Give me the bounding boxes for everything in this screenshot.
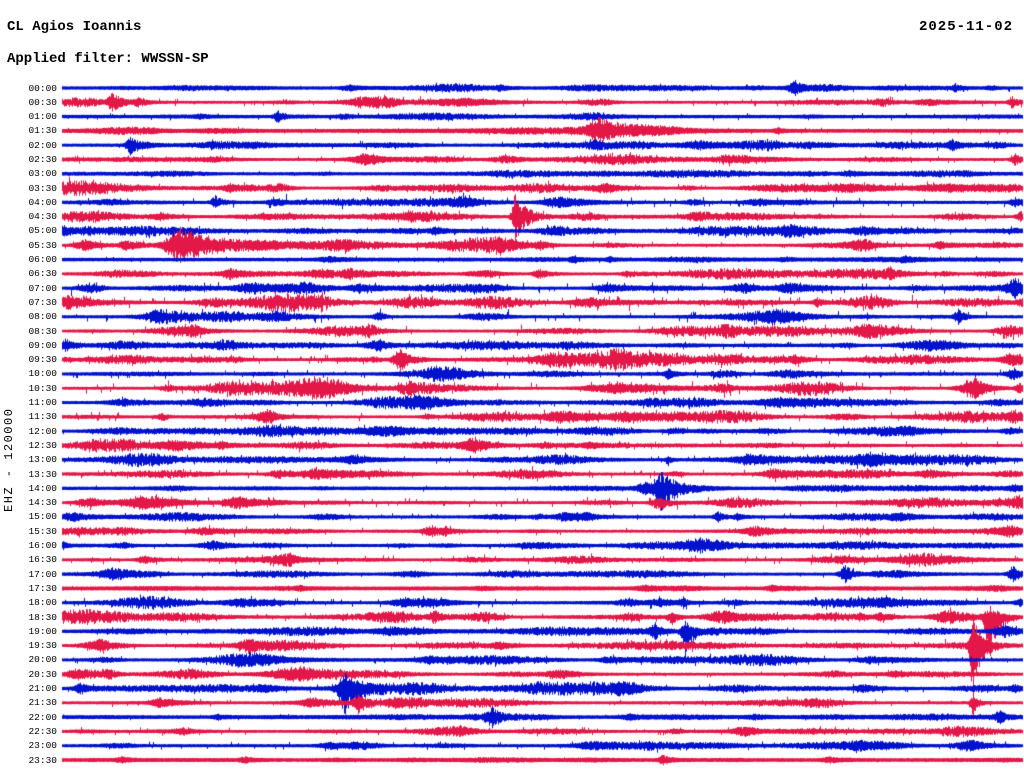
row-time-label: 14:00: [28, 482, 57, 494]
row-time-label: 12:30: [28, 439, 57, 451]
row-time-label: 21:30: [28, 697, 57, 709]
row-time-label: 18:00: [28, 597, 57, 609]
row-time-label: 16:30: [28, 554, 57, 566]
row-time-label: 05:00: [28, 225, 57, 237]
row-time-label: 21:00: [28, 683, 57, 694]
station-title: CL Agios Ioannis: [7, 19, 142, 35]
row-time-label: 16:00: [28, 540, 57, 552]
row-time-label: 23:00: [28, 740, 57, 752]
row-time-label: 10:30: [28, 382, 57, 394]
row-time-label: 08:00: [28, 311, 57, 323]
row-time-label: 23:30: [28, 754, 57, 766]
plot-date: 2025-11-02: [918, 19, 1013, 35]
row-time-label: 17:00: [28, 568, 57, 580]
row-time-label: 07:00: [28, 282, 57, 294]
row-time-label: 14:30: [28, 497, 57, 509]
row-time-label: 20:00: [28, 654, 57, 666]
row-time-label: 19:00: [28, 625, 57, 637]
row-time-label: 19:30: [28, 640, 57, 652]
row-time-label: 01:00: [28, 111, 57, 123]
row-time-label: 00:00: [28, 82, 57, 94]
row-time-label: 13:00: [28, 454, 57, 466]
row-time-label: 11:30: [28, 411, 57, 423]
row-time-label: 00:30: [28, 96, 57, 108]
row-time-label: 03:30: [28, 182, 57, 194]
row-time-label: 05:30: [28, 239, 57, 251]
row-time-label: 04:00: [28, 196, 57, 208]
row-time-label: 01:30: [28, 125, 57, 137]
row-time-label: 20:30: [28, 668, 57, 680]
row-time-label: 06:00: [28, 254, 57, 266]
row-time-label: 17:30: [28, 582, 57, 594]
row-time-label: 15:00: [28, 511, 57, 523]
row-time-label: 22:00: [28, 711, 57, 723]
row-time-label: 12:00: [28, 425, 57, 437]
row-time-label: 18:30: [28, 611, 57, 623]
row-time-label: 07:30: [28, 296, 57, 308]
row-time-label: 02:30: [28, 153, 57, 165]
row-time-label: 11:00: [28, 397, 57, 409]
row-time-label: 06:30: [28, 268, 57, 280]
row-time-label: 08:30: [28, 325, 57, 337]
row-time-label: 09:00: [28, 339, 57, 351]
row-time-label: 09:30: [28, 354, 57, 366]
row-time-label: 15:30: [28, 525, 57, 537]
row-time-label: 22:30: [28, 725, 57, 737]
row-time-label: 04:30: [28, 211, 57, 223]
row-time-label: 02:00: [28, 139, 57, 151]
row-time-label: 13:30: [28, 468, 57, 480]
applied-filter-label: Applied filter: WWSSN-SP: [7, 51, 209, 67]
row-time-label: 10:00: [28, 368, 57, 380]
row-time-label: 03:00: [28, 168, 57, 180]
